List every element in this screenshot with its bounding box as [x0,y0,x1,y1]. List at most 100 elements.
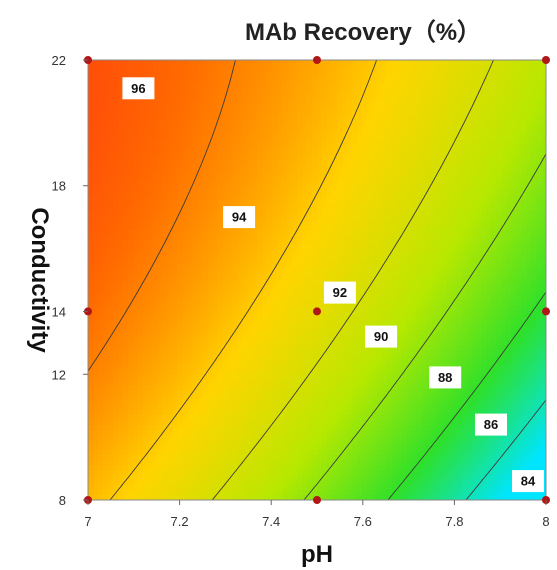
surface-cell [232,305,238,311]
surface-cell [167,385,174,391]
surface-cell [312,90,318,96]
surface-cell [346,455,353,461]
surface-cell [317,400,323,406]
surface-cell [127,125,134,131]
surface-cell [252,280,258,286]
surface-cell [272,90,278,96]
surface-cell [162,360,169,366]
surface-cell [167,415,174,421]
surface-cell [242,445,248,451]
surface-cell [317,70,323,76]
surface-cell [307,360,313,366]
surface-cell [192,495,199,500]
surface-cell [336,445,343,451]
surface-cell [321,70,328,76]
surface-cell [137,355,144,361]
surface-cell [317,275,323,281]
surface-cell [227,305,233,311]
surface-cell [331,145,338,151]
surface-cell [147,285,154,291]
surface-cell [321,460,328,466]
surface-cell [147,330,154,336]
surface-cell [202,305,209,311]
surface-cell [267,420,273,426]
surface-cell [302,470,308,476]
surface-cell [247,425,253,431]
surface-cell [292,320,298,326]
surface-cell [317,90,323,96]
surface-cell [222,180,228,186]
surface-cell [277,395,283,401]
surface-cell [287,455,293,461]
surface-cell [247,475,253,481]
surface-cell [132,105,139,111]
surface-cell [177,240,184,246]
surface-cell [247,365,253,371]
surface-cell [157,145,164,151]
surface-cell [167,475,174,481]
surface-cell [237,480,243,486]
surface-cell [137,405,144,411]
surface-cell [167,405,174,411]
surface-cell [137,365,144,371]
surface-cell [242,295,248,301]
surface-cell [312,270,318,276]
surface-cell [88,295,94,301]
surface-cell [326,140,333,146]
surface-cell [137,160,144,166]
surface-cell [127,350,134,356]
surface-cell [267,230,273,236]
surface-cell [197,455,204,461]
surface-cell [192,450,199,456]
surface-cell [356,445,363,451]
surface-cell [312,135,318,141]
surface-cell [122,280,129,286]
surface-cell [302,465,308,471]
surface-cell [287,425,293,431]
surface-cell [317,260,323,266]
surface-cell [302,485,308,491]
surface-cell [102,260,109,266]
surface-cell [142,220,149,226]
surface-cell [212,290,219,296]
surface-cell [361,305,368,311]
surface-cell [287,370,293,376]
surface-cell [257,450,263,456]
surface-cell [112,85,119,91]
surface-cell [132,285,139,291]
surface-cell [152,195,159,201]
surface-cell [142,410,149,416]
surface-cell [197,460,204,466]
surface-cell [177,490,184,496]
surface-cell [137,150,144,156]
surface-cell [336,400,343,406]
surface-cell [147,310,154,316]
surface-cell [217,435,224,441]
surface-cell [252,240,258,246]
surface-cell [88,195,94,201]
surface-cell [167,125,174,131]
surface-cell [117,375,124,381]
surface-cell [157,435,164,441]
surface-cell [252,85,258,91]
surface-cell [272,135,278,141]
surface-cell [88,405,94,411]
surface-cell [361,300,368,306]
surface-cell [331,365,338,371]
surface-cell [272,190,278,196]
surface-cell [182,480,189,486]
surface-cell [202,120,209,126]
surface-cell [197,80,204,86]
surface-cell [157,210,164,216]
surface-cell [202,390,209,396]
surface-cell [187,240,194,246]
surface-cell [172,155,179,161]
surface-cell [252,310,258,316]
surface-cell [127,415,134,421]
surface-cell [117,210,124,216]
surface-cell [132,320,139,326]
surface-cell [182,440,189,446]
surface-cell [346,490,353,496]
surface-cell [287,310,293,316]
surface-cell [267,190,273,196]
